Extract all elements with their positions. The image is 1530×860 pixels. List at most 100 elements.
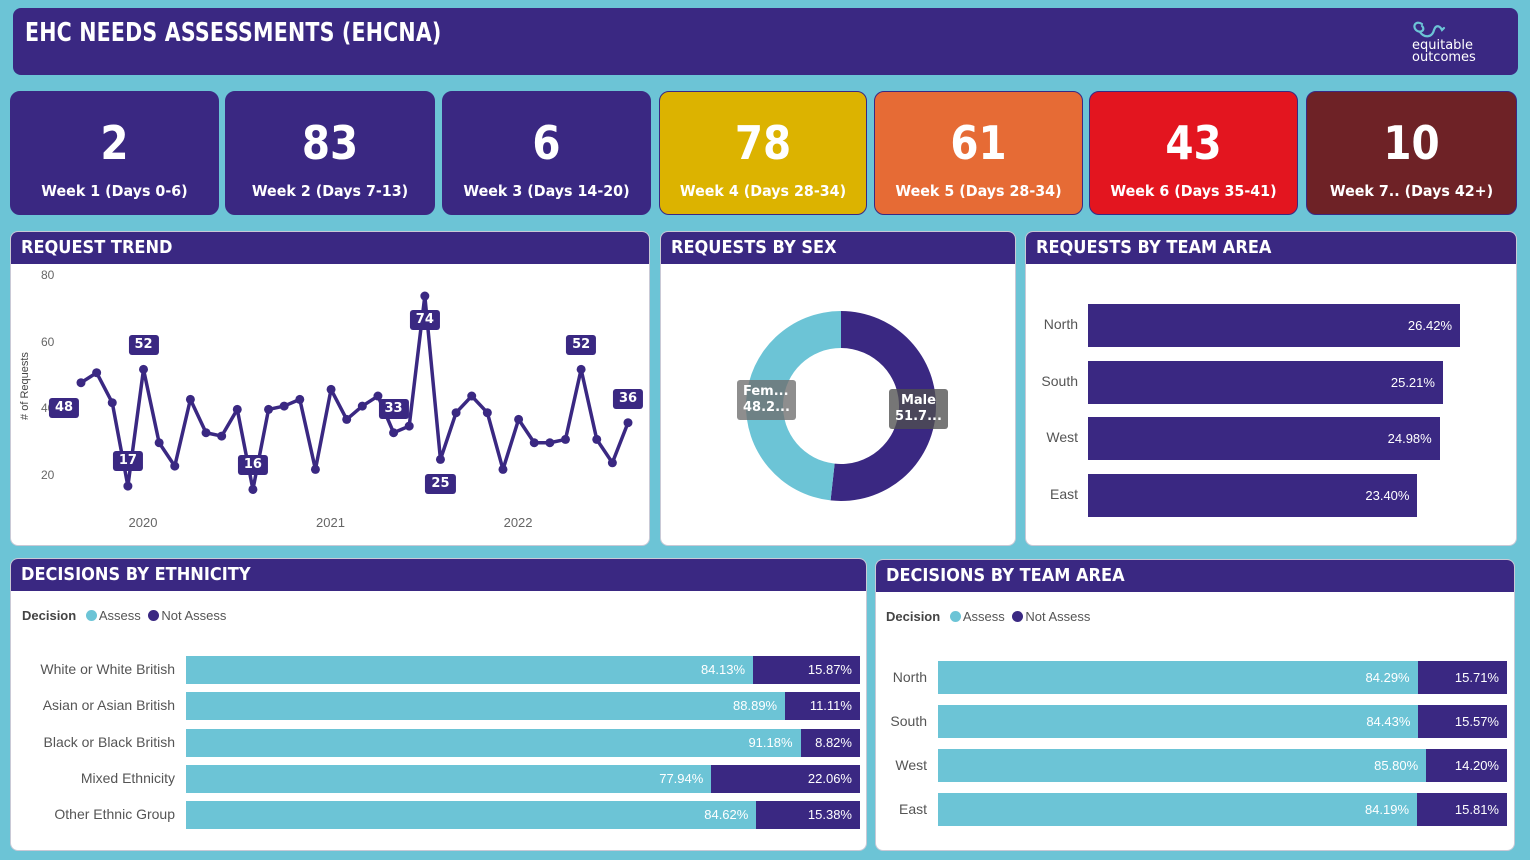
trend-point[interactable]: [107, 398, 117, 408]
trend-point[interactable]: [435, 454, 445, 464]
kpi-card-week-1[interactable]: 2 Week 1 (Days 0-6): [10, 91, 219, 215]
not-assess-bar-segment[interactable]: 15.71%: [1417, 661, 1507, 694]
requests-by-sex-donut[interactable]: [661, 232, 1016, 546]
kpi-value: 61: [950, 116, 1007, 170]
trend-point[interactable]: [154, 438, 164, 448]
trend-point[interactable]: [310, 464, 320, 474]
assess-bar-segment[interactable]: 84.29%: [938, 661, 1418, 694]
assess-bar-segment[interactable]: 85.80%: [938, 749, 1427, 782]
data-label: 74: [409, 310, 440, 330]
kpi-card-week-2[interactable]: 83 Week 2 (Days 7-13): [225, 91, 435, 215]
team-bar[interactable]: 26.42%: [1088, 304, 1460, 347]
assess-bar-segment[interactable]: 77.94%: [186, 764, 712, 793]
kpi-card-week-5[interactable]: 61 Week 5 (Days 28-34): [874, 91, 1083, 215]
trend-point[interactable]: [592, 434, 602, 444]
not-assess-bar-segment[interactable]: 15.81%: [1417, 793, 1507, 826]
decisions-by-ethnicity-title: DECISIONS BY ETHNICITY: [11, 559, 866, 591]
not-assess-bar-segment[interactable]: 15.38%: [756, 801, 860, 830]
donut-slice-male[interactable]: [830, 311, 936, 501]
trend-point[interactable]: [248, 484, 258, 494]
legend-item-not-assess[interactable]: Not Assess: [144, 608, 226, 623]
assess-bar-segment[interactable]: 91.18%: [186, 728, 801, 757]
y-tick-label: 80: [41, 268, 55, 282]
legend-item-assess[interactable]: Assess: [85, 608, 141, 623]
data-label: 48: [48, 397, 80, 418]
x-tick-label: 2020: [128, 515, 158, 530]
assess-bar-segment[interactable]: 84.13%: [186, 656, 754, 684]
assess-bar-segment[interactable]: 84.43%: [938, 705, 1419, 738]
trend-point[interactable]: [185, 394, 195, 404]
category-label: Black or Black British: [43, 733, 175, 750]
requests-by-sex-panel: REQUESTS BY SEX Fem... 48.2... Male 51.7…: [660, 231, 1016, 546]
trend-point[interactable]: [529, 438, 539, 448]
kpi-card-week-6[interactable]: 43 Week 6 (Days 35-41): [1089, 91, 1298, 215]
legend-title: Decision: [886, 609, 941, 624]
trend-point[interactable]: [170, 461, 180, 471]
assess-bar-segment[interactable]: 84.62%: [186, 801, 757, 830]
not-assess-value-label: 15.38%: [807, 807, 852, 823]
bar-value-label: 24.98%: [1387, 431, 1432, 446]
trend-point[interactable]: [232, 404, 242, 414]
team-bar[interactable]: 23.40%: [1088, 473, 1418, 517]
trend-point[interactable]: [514, 414, 524, 424]
category-label: East: [1049, 485, 1078, 502]
trend-point[interactable]: [389, 428, 399, 438]
kpi-card-week-4[interactable]: 78 Week 4 (Days 28-34): [659, 91, 867, 215]
equitable-outcomes-logo: equitable outcomes: [1408, 18, 1488, 70]
trend-point[interactable]: [357, 401, 367, 411]
not-assess-bar-segment[interactable]: 11.11%: [785, 692, 860, 721]
trend-point[interactable]: [576, 364, 586, 374]
kpi-value: 6: [532, 116, 561, 170]
trend-point[interactable]: [295, 394, 305, 404]
assess-bar-segment[interactable]: 84.19%: [938, 793, 1418, 826]
team-bar[interactable]: 24.98%: [1088, 417, 1440, 460]
legend-item-not-assess[interactable]: Not Assess: [1008, 609, 1090, 624]
trend-point[interactable]: [123, 481, 133, 491]
not-assess-bar-segment[interactable]: 14.20%: [1426, 749, 1507, 782]
not-assess-bar-segment[interactable]: 15.57%: [1418, 705, 1507, 738]
trend-point[interactable]: [279, 401, 289, 411]
logo-text-line2: outcomes: [1412, 50, 1476, 65]
trend-point[interactable]: [201, 428, 211, 438]
trend-point[interactable]: [420, 291, 430, 301]
trend-point[interactable]: [76, 378, 86, 388]
not-assess-value-label: 14.20%: [1454, 758, 1499, 773]
trend-point[interactable]: [545, 438, 555, 448]
kpi-card-week-3[interactable]: 6 Week 3 (Days 14-20): [442, 91, 651, 215]
category-label: West: [895, 756, 927, 773]
trend-point[interactable]: [217, 431, 227, 441]
trend-point[interactable]: [498, 464, 508, 474]
not-assess-bar-segment[interactable]: 15.87%: [753, 656, 860, 684]
ethnicity-legend: Decision Assess Not Assess: [22, 608, 226, 623]
not-assess-bar-segment[interactable]: 8.82%: [800, 728, 860, 757]
assess-bar-segment[interactable]: 88.89%: [186, 692, 786, 721]
trend-point[interactable]: [607, 458, 617, 468]
team-decision-legend: Decision Assess Not Assess: [886, 609, 1090, 624]
kpi-label: Week 4 (Days 28-34): [679, 182, 847, 200]
trend-point[interactable]: [92, 368, 102, 378]
not-assess-bar-segment[interactable]: 22.06%: [711, 764, 860, 793]
trend-point[interactable]: [623, 418, 633, 428]
trend-point[interactable]: [139, 364, 149, 374]
request-trend-chart[interactable]: [11, 232, 650, 546]
team-bar[interactable]: 25.21%: [1088, 360, 1443, 404]
trend-point[interactable]: [326, 384, 336, 394]
kpi-label: Week 2 (Days 7-13): [251, 182, 409, 200]
donut-slice-female[interactable]: [746, 311, 841, 501]
trend-point[interactable]: [264, 404, 274, 414]
legend-item-assess[interactable]: Assess: [949, 609, 1005, 624]
kpi-value: 2: [100, 116, 129, 170]
trend-point[interactable]: [404, 421, 414, 431]
trend-point[interactable]: [451, 408, 461, 418]
assess-dot-icon: [949, 611, 961, 622]
trend-point[interactable]: [467, 391, 477, 401]
assess-dot-icon: [85, 610, 97, 621]
bar-value-label: 25.21%: [1390, 374, 1435, 390]
kpi-card-week-7[interactable]: 10 Week 7.. (Days 42+): [1306, 91, 1517, 215]
trend-point[interactable]: [342, 414, 352, 424]
trend-point[interactable]: [482, 408, 492, 418]
trend-point[interactable]: [373, 391, 383, 401]
not-assess-value-label: 15.87%: [807, 662, 852, 677]
trend-point[interactable]: [560, 434, 570, 444]
x-tick-label: 2021: [316, 515, 345, 530]
